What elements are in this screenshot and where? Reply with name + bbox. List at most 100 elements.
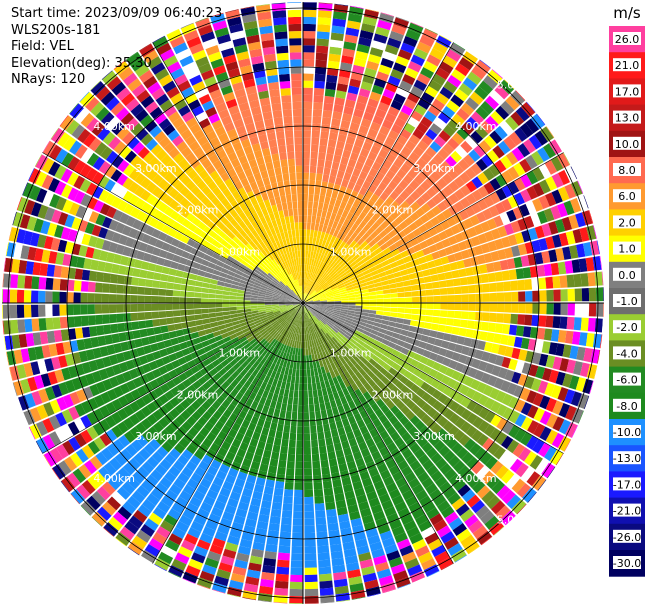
- velocity-gate: [305, 305, 311, 311]
- velocity-gate: [366, 262, 375, 270]
- velocity-gate: [323, 394, 330, 403]
- velocity-gate: [336, 342, 343, 350]
- velocity-gate: [401, 274, 410, 282]
- velocity-gate: [341, 303, 349, 306]
- velocity-gate: [400, 269, 409, 276]
- velocity-gate: [344, 34, 358, 44]
- velocity-gate: [319, 402, 326, 411]
- velocity-gate: [388, 180, 398, 191]
- velocity-gate: [499, 121, 514, 135]
- velocity-gate: [74, 327, 84, 339]
- velocity-gate: [314, 187, 321, 196]
- velocity-gate: [346, 460, 357, 470]
- velocity-gate: [449, 401, 460, 412]
- velocity-gate: [361, 309, 370, 313]
- velocity-gate: [303, 305, 306, 313]
- velocity-gate: [448, 455, 461, 468]
- velocity-gate: [277, 394, 284, 403]
- velocity-gate: [362, 330, 371, 337]
- velocity-gate: [599, 255, 602, 270]
- velocity-gate: [412, 128, 425, 140]
- velocity-gate: [250, 305, 258, 309]
- velocity-gate: [425, 289, 434, 296]
- velocity-gate: [457, 158, 470, 171]
- velocity-gate: [475, 293, 483, 302]
- velocity-gate: [552, 400, 564, 415]
- velocity-gate: [289, 603, 303, 604]
- velocity-gate: [355, 435, 365, 445]
- velocity-gate: [465, 387, 476, 399]
- velocity-gate: [319, 299, 327, 302]
- velocity-gate: [446, 216, 457, 227]
- velocity-gate: [144, 311, 153, 320]
- velocity-gate: [453, 429, 465, 442]
- velocity-gate: [326, 294, 334, 298]
- velocity-gate: [384, 371, 394, 381]
- velocity-gate: [196, 324, 205, 332]
- velocity-gate: [312, 306, 319, 310]
- velocity-gate: [310, 347, 314, 355]
- velocity-gate: [338, 314, 347, 319]
- velocity-gate: [331, 262, 338, 269]
- velocity-gate: [476, 466, 490, 480]
- velocity-gate: [374, 282, 382, 288]
- velocity-gate: [489, 90, 505, 105]
- velocity-gate: [565, 422, 578, 438]
- velocity-gate: [478, 80, 494, 95]
- velocity-gate: [354, 330, 363, 336]
- velocity-gate: [481, 351, 491, 362]
- velocity-gate: [543, 263, 553, 276]
- velocity-gate: [306, 333, 309, 342]
- velocity-gate: [497, 225, 508, 238]
- velocity-gate: [356, 177, 365, 187]
- velocity-gate: [312, 299, 320, 302]
- velocity-gate: [303, 404, 309, 413]
- velocity-gate: [319, 296, 327, 300]
- velocity-gate: [385, 399, 395, 410]
- velocity-gate: [343, 447, 352, 456]
- velocity-gate: [463, 154, 475, 167]
- velocity-gate: [305, 304, 312, 309]
- velocity-gate: [376, 298, 384, 303]
- velocity-gate: [341, 55, 354, 65]
- velocity-gate: [377, 181, 388, 192]
- velocity-gate: [356, 259, 365, 267]
- velocity-gate: [324, 248, 330, 257]
- velocity-gate: [329, 370, 336, 379]
- velocity-gate: [426, 407, 438, 418]
- velocity-gate: [377, 347, 386, 355]
- velocity-gate: [308, 390, 313, 398]
- velocity-gate: [130, 295, 138, 303]
- velocity-gate: [390, 307, 398, 313]
- velocity-gate: [368, 167, 378, 178]
- velocity-gate: [202, 282, 210, 289]
- velocity-gate: [384, 225, 393, 234]
- velocity-gate: [369, 541, 383, 552]
- velocity-gate: [296, 447, 303, 455]
- velocity-gate: [333, 104, 344, 113]
- velocity-gate: [304, 286, 307, 294]
- velocity-gate: [117, 322, 126, 333]
- velocity-gate: [333, 571, 347, 581]
- velocity-gate: [562, 373, 573, 388]
- velocity-gate: [313, 482, 323, 490]
- velocity-gate: [331, 345, 338, 353]
- velocity-gate: [463, 376, 474, 387]
- velocity-gate: [308, 311, 314, 318]
- velocity-gate: [367, 316, 376, 322]
- velocity-gate: [307, 287, 311, 294]
- velocity-gate: [338, 463, 348, 472]
- velocity-gate: [73, 280, 82, 292]
- velocity-gate: [464, 514, 479, 528]
- velocity-gate: [370, 230, 379, 239]
- velocity-gate: [435, 92, 450, 105]
- velocity-gate: [362, 415, 372, 426]
- velocity-gate: [332, 312, 340, 317]
- velocity-gate: [316, 230, 322, 239]
- velocity-gate: [269, 515, 281, 525]
- velocity-gate: [426, 198, 437, 209]
- velocity-gate: [346, 385, 354, 394]
- velocity-gate: [303, 383, 308, 391]
- velocity-gate: [360, 266, 369, 273]
- velocity-gate: [382, 51, 397, 62]
